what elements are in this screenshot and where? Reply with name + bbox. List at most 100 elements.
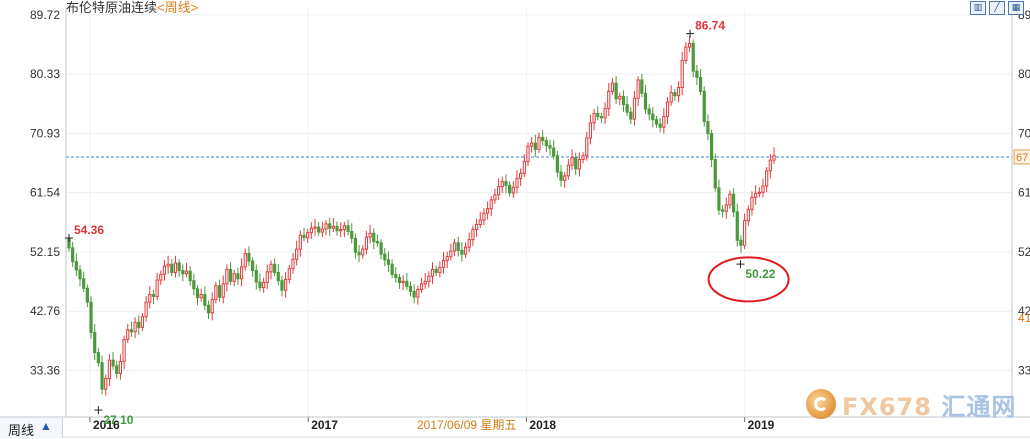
candle-down [596, 112, 600, 118]
candle-down [643, 92, 648, 110]
candle-down [658, 123, 662, 128]
y-tick-label: 70.93 [30, 126, 60, 140]
candle-up [482, 212, 486, 221]
candle-up [592, 112, 596, 124]
candle-down [177, 262, 181, 272]
candle-up [232, 273, 236, 282]
candle-down [408, 285, 413, 292]
candle-up [522, 160, 526, 174]
candle-down [357, 251, 361, 256]
candle-up [173, 262, 178, 273]
candle-up [126, 329, 130, 340]
candle-up [750, 196, 754, 210]
period-tab-label: 周线 [8, 423, 35, 438]
candle-up [122, 338, 126, 362]
candle-up [287, 268, 291, 280]
candle-up [530, 142, 534, 147]
chart-type-icon[interactable]: ▥ [970, 1, 986, 15]
candle-up [342, 225, 346, 231]
candle-down [78, 269, 82, 280]
candles-layer [67, 36, 776, 396]
candle-up [265, 271, 269, 284]
y-tick-label: 42.76 [30, 304, 60, 318]
candle-down [735, 211, 739, 241]
x-tick-label: 2017 [311, 418, 338, 432]
candle-up [761, 185, 765, 193]
candle-down [647, 108, 651, 115]
candle-down [85, 287, 89, 303]
y-tick-label: 33.36 [30, 364, 60, 378]
candle-down [739, 239, 743, 246]
candle-up [566, 164, 570, 177]
candle-down [654, 119, 659, 125]
candle-up [511, 186, 515, 194]
candle-down [74, 261, 78, 271]
candle-down [397, 277, 402, 284]
candle-down [625, 104, 629, 113]
candle-down [717, 187, 721, 211]
candle-up [526, 145, 530, 162]
toolbar: ▥ ╱ ▦ [970, 1, 1024, 15]
line-tool-icon[interactable]: ╱ [989, 1, 1005, 15]
candle-up [184, 270, 189, 275]
candle-down [181, 270, 185, 275]
candle-down [405, 280, 409, 287]
candle-up [368, 232, 372, 238]
candle-up [684, 46, 688, 61]
grid-layer [66, 8, 1012, 417]
candle-up [687, 42, 692, 48]
candle-down [247, 253, 251, 262]
candle-up [588, 122, 593, 139]
candle-down [390, 263, 394, 275]
candle-up [471, 229, 475, 241]
candle-up [478, 219, 482, 225]
candle-up [199, 294, 203, 299]
candle-down [698, 76, 703, 92]
candle-up [728, 193, 732, 206]
y-tick-label: 89.72 [30, 8, 60, 22]
candle-up [632, 97, 637, 120]
candle-up [155, 279, 159, 297]
current-price-tag [1013, 149, 1030, 165]
candle-up [754, 193, 758, 198]
candle-down [250, 260, 255, 272]
candle-down [228, 268, 233, 282]
period-tab[interactable]: 周线 ▲ [0, 418, 63, 438]
candle-up [577, 158, 581, 170]
watermark: FX678 汇通网 [806, 386, 1016, 422]
candle-up [489, 199, 493, 210]
candle-down [691, 42, 695, 72]
candle-down [394, 273, 398, 279]
candle-down [504, 181, 508, 186]
candle-up [423, 280, 427, 285]
candle-up [159, 273, 163, 281]
candle-up [467, 239, 471, 248]
candle-up [339, 229, 343, 232]
candle-down [217, 285, 222, 298]
candle-up [401, 280, 405, 284]
candle-down [192, 280, 196, 290]
candle-up [485, 208, 490, 214]
settings-icon[interactable]: ▦ [1008, 1, 1024, 15]
candle-down [651, 113, 655, 121]
y-tick-label-right: 70 [1018, 126, 1030, 140]
candle-up [239, 266, 244, 280]
brand-logo-icon [806, 389, 836, 419]
candle-up [331, 225, 335, 229]
candle-down [412, 290, 416, 298]
candle-up [430, 268, 435, 277]
candle-up [607, 90, 611, 109]
current-price-layer: 67 [66, 149, 1030, 165]
y-tick-label-right: 52 [1018, 245, 1030, 259]
candle-up [768, 159, 772, 172]
candle-up [500, 181, 504, 188]
candle-up [162, 265, 167, 275]
candle-down [434, 268, 438, 273]
candle-down [328, 223, 332, 229]
candle-down [317, 226, 321, 233]
candle-down [100, 362, 104, 390]
y-tick-label-right: 80 [1018, 67, 1030, 81]
candle-up [306, 232, 310, 239]
y-tick-label-right: 42 [1018, 304, 1030, 318]
candle-down [151, 294, 156, 297]
